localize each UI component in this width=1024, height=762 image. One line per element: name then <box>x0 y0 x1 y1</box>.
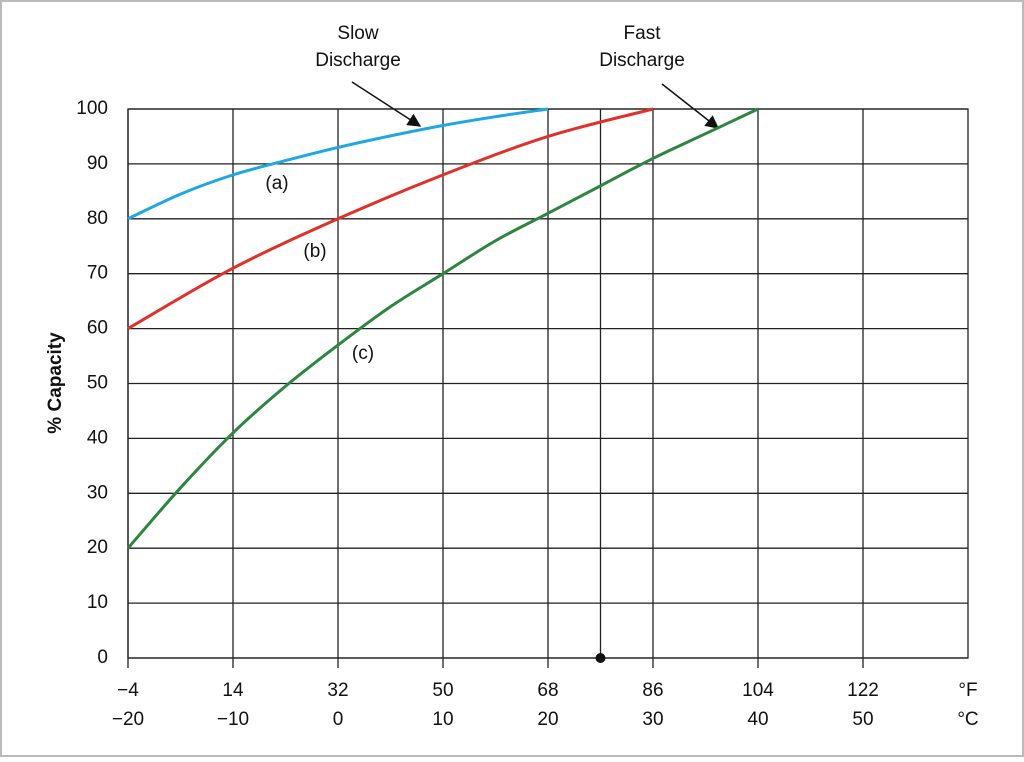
x-tick-label: −4 <box>117 680 139 701</box>
series-label: (c) <box>352 343 374 364</box>
y-tick-label: 10 <box>87 592 108 613</box>
x-tick-label: 68 <box>537 680 558 701</box>
x2-tick-label: 50 <box>852 709 873 730</box>
y-tick-label: 80 <box>87 208 108 229</box>
y-tick-label: 0 <box>97 647 108 668</box>
annotation: Slow Discharge <box>315 23 401 71</box>
arrow <box>661 83 720 129</box>
y-axis-label: % Capacity <box>45 332 66 434</box>
y-tick-label: 50 <box>87 373 108 394</box>
x2-tick-label: 10 <box>432 709 453 730</box>
x2-tick-label: 0 <box>333 709 344 730</box>
series-label: (a) <box>265 173 288 194</box>
annotation-line: Slow <box>337 23 378 44</box>
x-tick-label: 122 <box>847 680 879 701</box>
x2-tick-label: 20 <box>537 709 558 730</box>
x2-tick-label: 40 <box>747 709 768 730</box>
y-tick-label: 30 <box>87 482 108 503</box>
y-tick-label: 100 <box>76 98 108 119</box>
series-line <box>126 107 759 550</box>
x-tick-label: 86 <box>642 680 663 701</box>
x2-unit: °C <box>957 709 978 730</box>
y-tick-label: 20 <box>87 537 108 558</box>
x-tick-label: 50 <box>432 680 453 701</box>
annotation: Fast Discharge <box>599 23 685 71</box>
x2-tick-label: −10 <box>217 709 249 730</box>
y-tick-label: 90 <box>87 153 108 174</box>
y-tick-label: 70 <box>87 263 108 284</box>
annotation-line: Fast <box>624 23 662 44</box>
series-line <box>127 107 654 330</box>
series-label: (b) <box>303 241 326 262</box>
reference-dot <box>595 653 606 663</box>
x2-tick-label: 30 <box>642 709 663 730</box>
x-tick-label: 32 <box>327 680 348 701</box>
x-unit: °F <box>958 680 977 701</box>
annotation-line: Discharge <box>599 50 685 71</box>
y-tick-label: 40 <box>87 427 108 448</box>
series-line <box>127 107 549 221</box>
x-tick-label: 104 <box>742 680 774 701</box>
annotation-line: Discharge <box>315 50 401 71</box>
arrow <box>351 81 422 127</box>
y-tick-label: 60 <box>87 318 108 339</box>
x2-tick-label: −20 <box>112 709 144 730</box>
x-tick-label: 14 <box>222 680 244 701</box>
